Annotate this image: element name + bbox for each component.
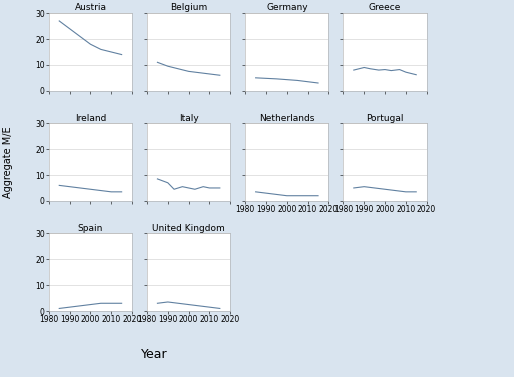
Title: Netherlands: Netherlands	[259, 113, 315, 123]
Text: Year: Year	[141, 348, 168, 361]
Text: Aggregate M/E: Aggregate M/E	[3, 126, 13, 198]
Title: Italy: Italy	[179, 113, 198, 123]
Title: Greece: Greece	[369, 3, 401, 12]
Title: Germany: Germany	[266, 3, 308, 12]
Title: Austria: Austria	[75, 3, 106, 12]
Title: United Kingdom: United Kingdom	[152, 224, 225, 233]
Title: Ireland: Ireland	[75, 113, 106, 123]
Title: Spain: Spain	[78, 224, 103, 233]
Title: Belgium: Belgium	[170, 3, 207, 12]
Title: Portugal: Portugal	[366, 113, 404, 123]
